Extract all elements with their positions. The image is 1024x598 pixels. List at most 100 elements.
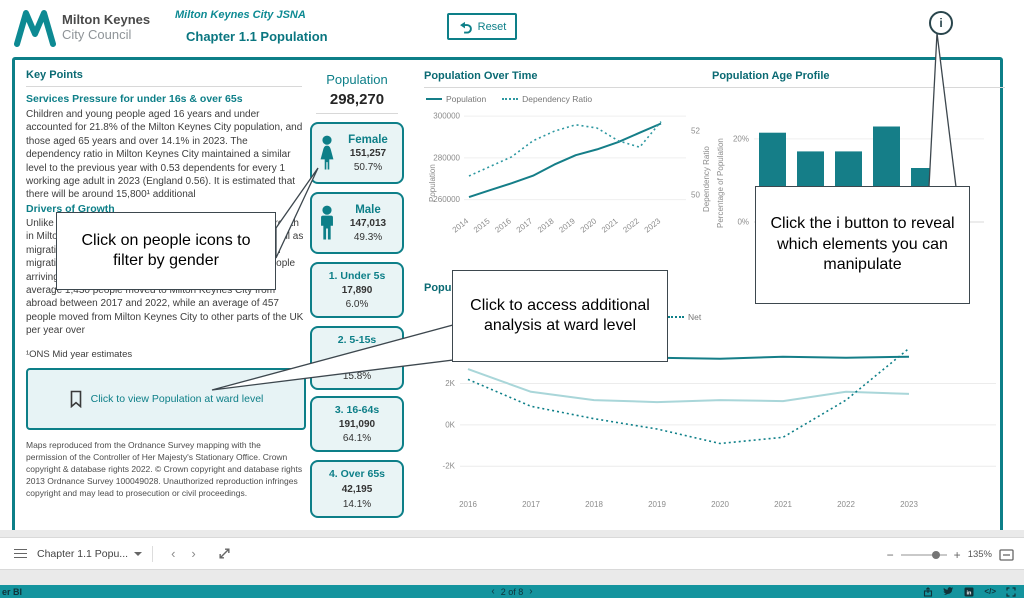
chart1-legend[interactable]: Population Dependency Ratio bbox=[426, 94, 592, 104]
tab-chapter-1-1-population[interactable]: Chapter 1.1 Popu... bbox=[37, 547, 129, 560]
age-card-value: 42,195 bbox=[341, 483, 373, 495]
zoom-controls: − + 135% bbox=[887, 538, 1014, 571]
chart1-y-axis-title: Population bbox=[428, 164, 437, 202]
legend-dependency-ratio: Dependency Ratio bbox=[522, 94, 593, 104]
male-person-icon[interactable] bbox=[316, 203, 338, 243]
svg-text:2021: 2021 bbox=[774, 500, 792, 509]
callout-ward-analysis: Click to access additional analysis at w… bbox=[452, 270, 668, 362]
next-page-chevron-icon[interactable]: › bbox=[191, 546, 196, 561]
info-button[interactable]: i bbox=[929, 11, 953, 35]
svg-text:2022: 2022 bbox=[621, 216, 641, 234]
svg-text:2023: 2023 bbox=[900, 500, 918, 509]
footer-share-icons: in </> bbox=[923, 586, 1016, 597]
logo-line2: City Council bbox=[62, 26, 132, 42]
twitter-icon[interactable] bbox=[943, 587, 954, 596]
population-panel-title: Population bbox=[326, 72, 388, 87]
male-filter-card[interactable]: Male 147,013 49.3% bbox=[310, 192, 404, 254]
share-icon[interactable] bbox=[923, 586, 933, 597]
ward-button-label: Click to view Population at ward level bbox=[90, 393, 264, 405]
age-card-value: 191,090 bbox=[338, 418, 376, 430]
powerbi-publish-footer: er BI ‹ 2 of 8 › in </> bbox=[0, 585, 1024, 598]
age-card-5-15s[interactable]: 2. 5-15s 15.8% bbox=[310, 326, 404, 390]
age-card-under-5s[interactable]: 1. Under 5s 17,890 6.0% bbox=[310, 262, 404, 318]
male-percent: 49.3% bbox=[353, 231, 383, 243]
page-navigation: ‹ 2 of 8 › bbox=[0, 586, 1024, 597]
page-indicator: 2 of 8 bbox=[500, 586, 524, 597]
age-card-percent: 14.1% bbox=[342, 499, 372, 510]
svg-text:280000: 280000 bbox=[433, 153, 460, 162]
age-card-label: 2. 5-15s bbox=[337, 334, 377, 346]
embed-code-icon[interactable]: </> bbox=[984, 587, 996, 596]
svg-text:2019: 2019 bbox=[557, 216, 577, 234]
zoom-slider-knob[interactable] bbox=[931, 550, 940, 559]
svg-text:52: 52 bbox=[691, 127, 700, 136]
zoom-out-icon[interactable]: − bbox=[886, 547, 894, 562]
zoom-level: 135% bbox=[967, 549, 992, 560]
svg-text:0%: 0% bbox=[737, 218, 749, 227]
svg-text:-2K: -2K bbox=[443, 462, 456, 471]
callout-gender-filter: Click on people icons to filter by gende… bbox=[56, 212, 276, 290]
key-points-divider bbox=[26, 86, 302, 87]
pages-menu-icon[interactable] bbox=[14, 548, 27, 559]
female-filter-card[interactable]: Female 151,257 50.7% bbox=[310, 122, 404, 184]
svg-text:2018: 2018 bbox=[585, 500, 603, 509]
tab-dropdown-caret-icon[interactable] bbox=[134, 551, 143, 556]
ward-level-bookmark-button[interactable]: Click to view Population at ward level bbox=[26, 368, 306, 430]
svg-text:2016: 2016 bbox=[459, 500, 477, 509]
services-pressure-title: Services Pressure for under 16s & over 6… bbox=[26, 93, 243, 105]
svg-text:2K: 2K bbox=[445, 379, 455, 388]
expand-diagonal-icon[interactable] bbox=[218, 547, 231, 560]
previous-page-chevron-icon[interactable]: ‹ bbox=[171, 546, 176, 561]
age-card-percent: 64.1% bbox=[342, 433, 372, 444]
services-pressure-body: Children and young people aged 16 years … bbox=[26, 109, 303, 201]
svg-text:2017: 2017 bbox=[522, 500, 540, 509]
female-label: Female bbox=[348, 133, 388, 146]
logo-text-block: Milton Keynes City Council bbox=[62, 12, 150, 43]
svg-text:50: 50 bbox=[691, 191, 700, 200]
svg-text:2014: 2014 bbox=[451, 216, 471, 234]
age-card-over-65s[interactable]: 4. Over 65s 42,195 14.1% bbox=[310, 460, 404, 518]
svg-text:2022: 2022 bbox=[837, 500, 855, 509]
ons-footnote: ¹ONS Mid year estimates bbox=[26, 349, 133, 360]
chart1-secondary-axis-title: Dependency Ratio bbox=[702, 146, 711, 212]
age-card-percent: 6.0% bbox=[345, 299, 369, 310]
maps-disclaimer: Maps reproduced from the Ordnance Survey… bbox=[26, 440, 303, 498]
age-card-value: 17,890 bbox=[341, 284, 373, 296]
svg-text:20%: 20% bbox=[733, 134, 749, 143]
zoom-in-icon[interactable]: + bbox=[953, 547, 961, 562]
fit-to-screen-icon[interactable] bbox=[999, 548, 1014, 561]
dependency-series-marker bbox=[502, 98, 519, 100]
footer-next-page-icon[interactable]: › bbox=[529, 586, 533, 597]
svg-text:2019: 2019 bbox=[648, 500, 666, 509]
population-total-value: 298,270 bbox=[329, 91, 385, 108]
female-person-icon[interactable] bbox=[316, 133, 338, 173]
key-points-heading: Key Points bbox=[26, 69, 83, 81]
page-title: Chapter 1.1 Population bbox=[186, 29, 328, 44]
chart-title-population-change: Popu bbox=[424, 282, 452, 294]
svg-text:in: in bbox=[967, 590, 973, 596]
report-title: Milton Keynes City JSNA bbox=[175, 9, 306, 21]
chart3-legend[interactable]: Net bbox=[668, 312, 701, 322]
fullscreen-icon[interactable] bbox=[1006, 586, 1016, 597]
svg-text:2015: 2015 bbox=[472, 216, 492, 234]
chart-title-age-profile: Population Age Profile bbox=[712, 70, 830, 82]
reset-button[interactable]: Reset bbox=[447, 13, 517, 40]
age-card-label: 1. Under 5s bbox=[328, 270, 386, 282]
svg-text:260000: 260000 bbox=[433, 195, 460, 204]
age-card-percent: 15.8% bbox=[342, 371, 372, 382]
zoom-slider[interactable] bbox=[900, 550, 947, 559]
linkedin-icon[interactable]: in bbox=[964, 587, 974, 597]
footer-prev-page-icon[interactable]: ‹ bbox=[491, 586, 495, 597]
callout-info-button: Click the i button to reveal which eleme… bbox=[755, 186, 970, 304]
mk-council-logo bbox=[14, 10, 56, 47]
age-card-label: 3. 16-64s bbox=[334, 404, 380, 416]
legend-net: Net bbox=[688, 312, 702, 322]
age-card-label: 4. Over 65s bbox=[328, 468, 386, 480]
powerbi-tab-bar: Chapter 1.1 Popu... ‹ › − + 135% bbox=[0, 537, 1024, 570]
chart-title-population-over-time: Population Over Time bbox=[424, 70, 538, 82]
svg-text:2016: 2016 bbox=[493, 216, 513, 234]
population-total-divider bbox=[316, 113, 398, 114]
age-card-16-64s[interactable]: 3. 16-64s 191,090 64.1% bbox=[310, 396, 404, 452]
